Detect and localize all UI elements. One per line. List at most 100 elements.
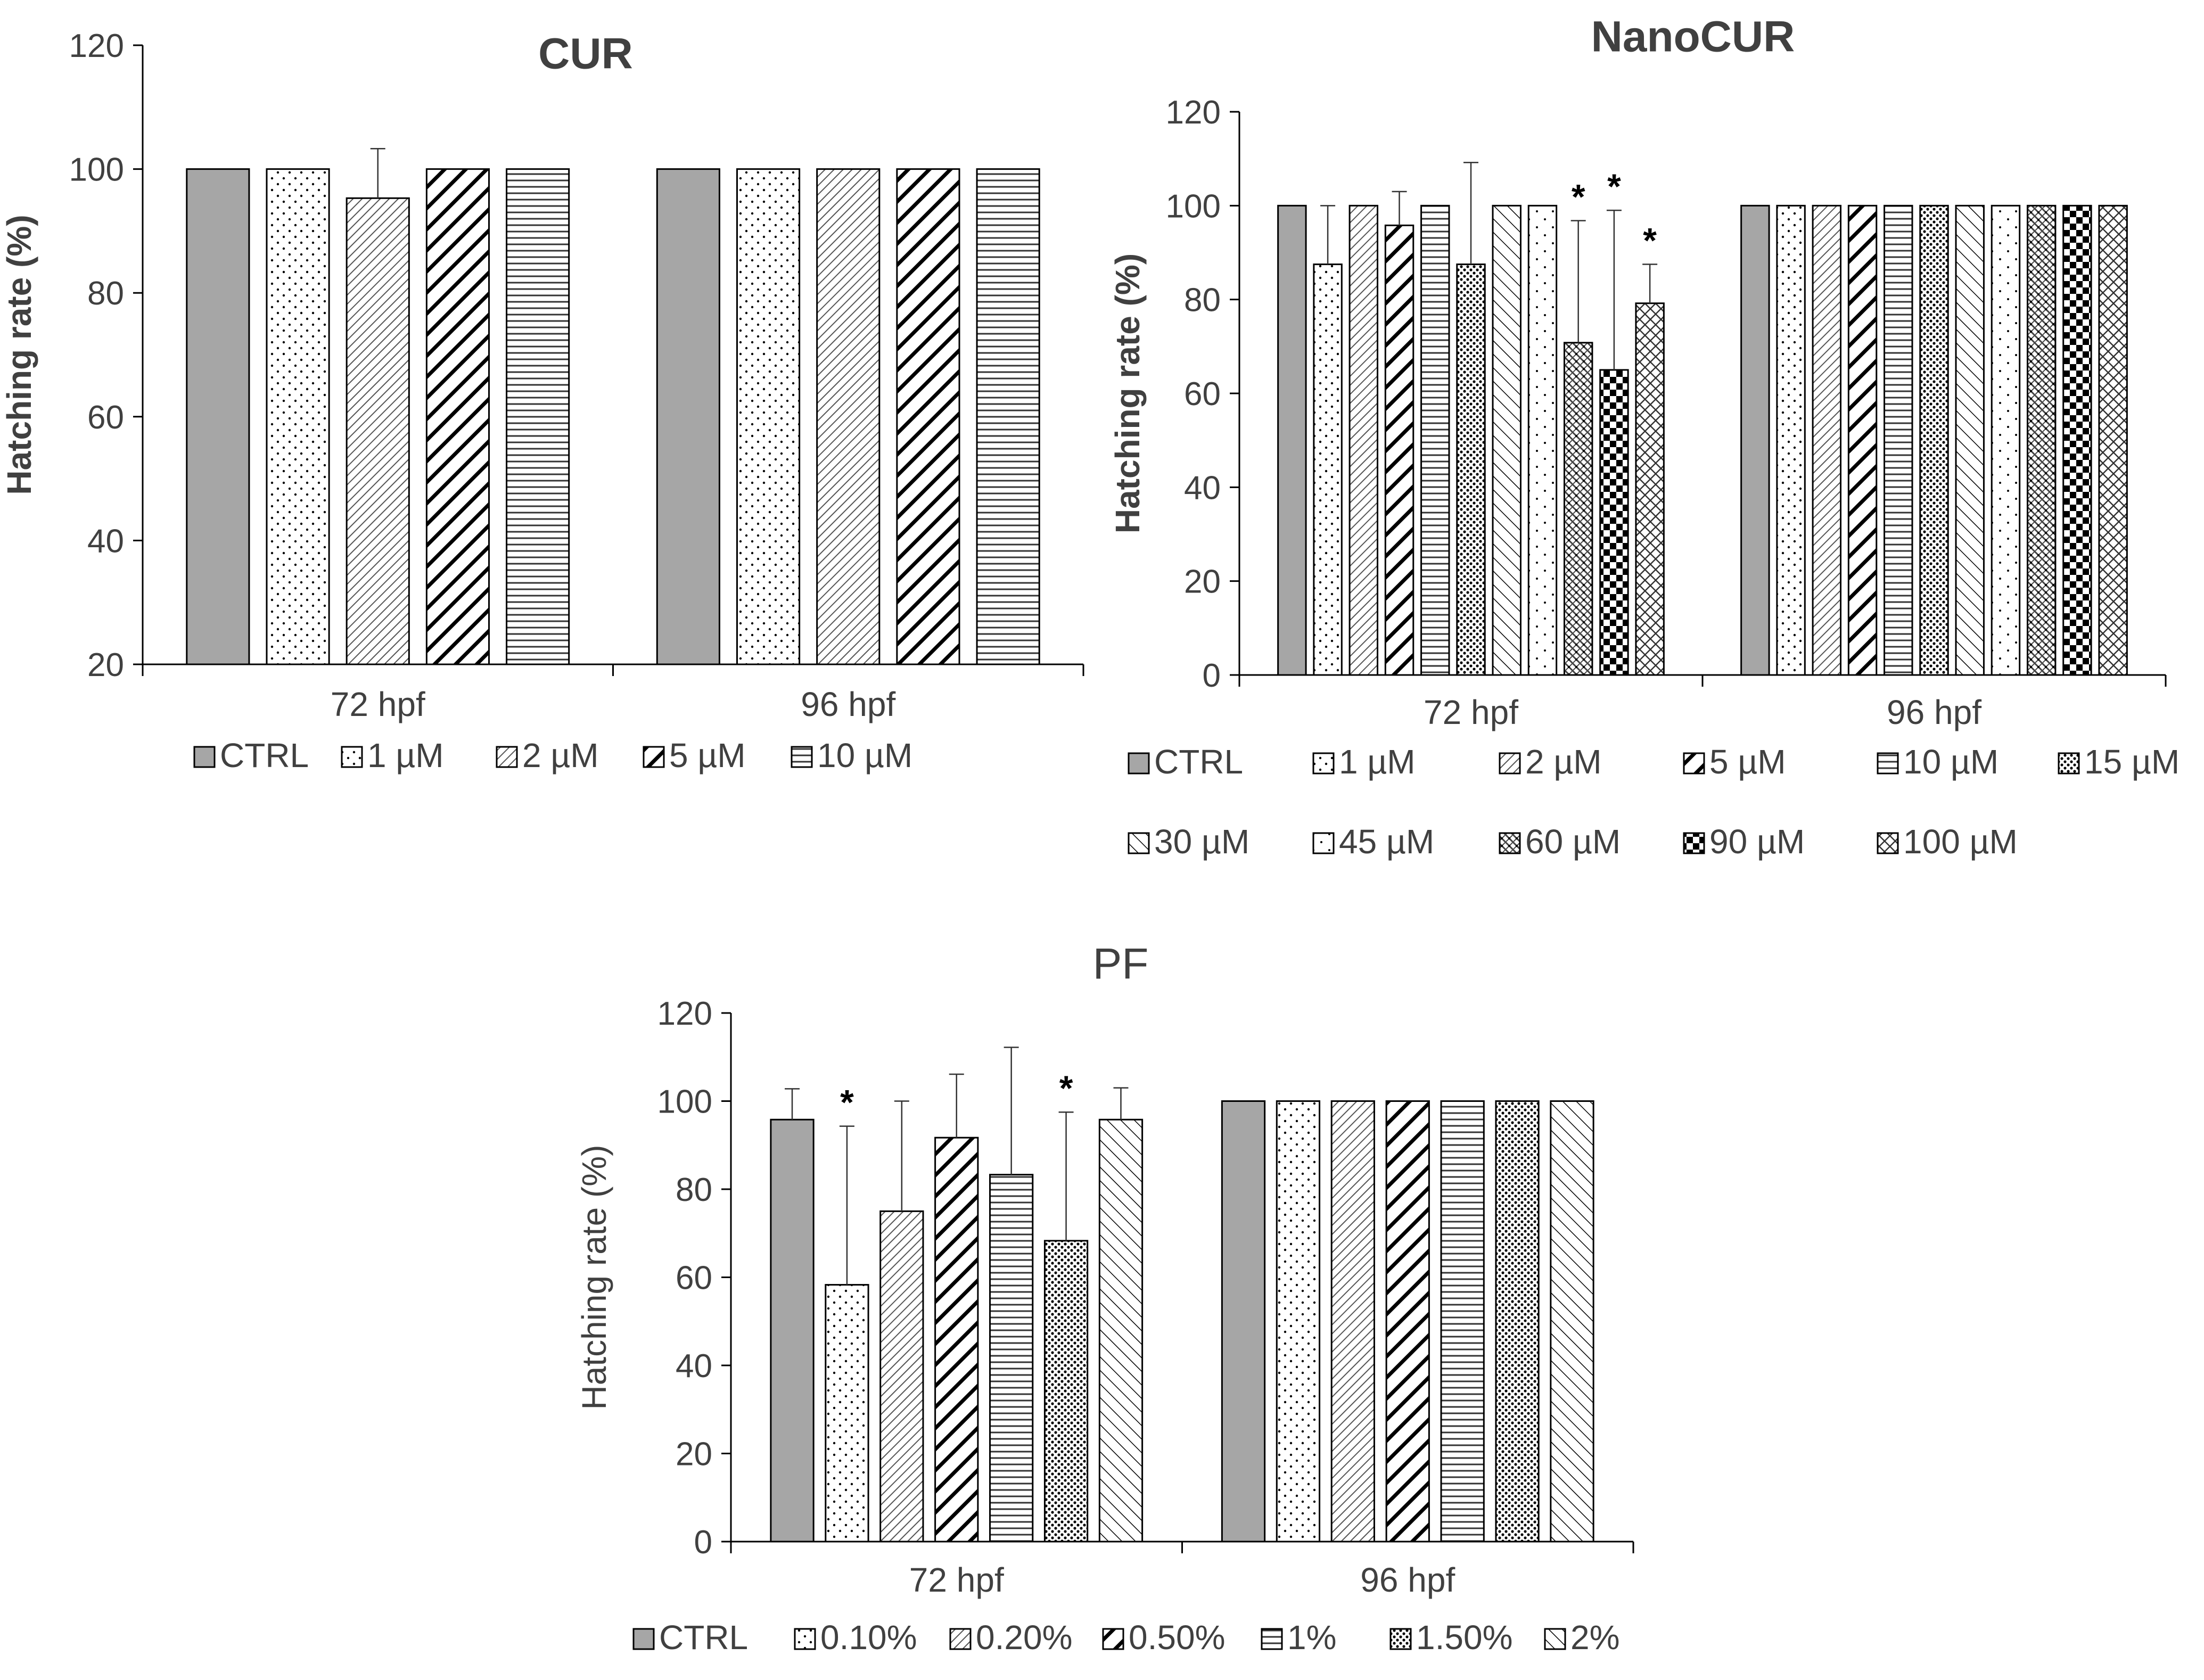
y-tick-label: 20 bbox=[87, 647, 124, 683]
chart-cur: CUR 20 40 60 80 100 120 Hatching rate (%) 72 hpf… bbox=[0, 28, 1084, 775]
bar-pf-6-0 bbox=[1098, 1118, 1144, 1543]
bar-pf-0-1 bbox=[1221, 1100, 1266, 1543]
legend-swatch bbox=[791, 746, 813, 768]
bar-nanocur-3-0 bbox=[1384, 224, 1414, 676]
bar-cur-4-1 bbox=[976, 168, 1040, 665]
bar-pf-1-1 bbox=[1276, 1100, 1321, 1543]
bar-nanocur-3-1 bbox=[1847, 204, 1878, 676]
bar-cur-0-1 bbox=[656, 168, 720, 665]
y-axis-label: Hatching rate (%) bbox=[575, 1145, 613, 1410]
bar-nanocur-5-0 bbox=[1456, 263, 1486, 676]
legend-label: 15 µM bbox=[2084, 743, 2180, 781]
legend-label: 0.20% bbox=[976, 1618, 1072, 1657]
bar-pf-6-1 bbox=[1550, 1100, 1594, 1543]
y-tick-label: 80 bbox=[1184, 282, 1221, 319]
legend-swatch bbox=[496, 746, 518, 768]
legend-label: 0.10% bbox=[820, 1618, 917, 1657]
y-tick-label: 60 bbox=[1184, 376, 1221, 413]
bar-pf-2-1 bbox=[1330, 1100, 1375, 1543]
legend-swatch bbox=[794, 1628, 816, 1650]
x-group-label: 96 hpf bbox=[801, 685, 895, 723]
y-tick-label: 80 bbox=[87, 275, 124, 312]
chart-nanocur: NanoCUR 0 20 40 60 80 100 120 Hatching rate (%) 7… bbox=[1108, 13, 2180, 861]
y-tick-label: 0 bbox=[694, 1524, 712, 1561]
y-tick-label: 100 bbox=[657, 1084, 712, 1121]
bar-nanocur-8-0 bbox=[1563, 342, 1593, 676]
significance-marker: * bbox=[840, 1083, 854, 1122]
bar-nanocur-0-0 bbox=[1277, 204, 1307, 676]
legend-swatch bbox=[1683, 752, 1705, 775]
significance-marker: * bbox=[1607, 167, 1621, 206]
y-tick-label: 40 bbox=[1184, 470, 1221, 506]
chart-title: NanoCUR bbox=[1591, 13, 1795, 61]
bar-pf-3-0 bbox=[934, 1137, 979, 1543]
legend-label: CTRL bbox=[1154, 743, 1243, 781]
bar-pf-4-0 bbox=[989, 1174, 1034, 1543]
legend-swatch bbox=[1389, 1628, 1412, 1650]
y-tick-label: 120 bbox=[1166, 94, 1221, 131]
bar-nanocur-0-1 bbox=[1740, 204, 1770, 676]
bar-pf-2-0 bbox=[879, 1210, 924, 1543]
bar-cur-0-0 bbox=[186, 168, 250, 665]
legend-label: 60 µM bbox=[1525, 822, 1621, 861]
bar-pf-1-0 bbox=[825, 1284, 869, 1543]
y-tick-label: 20 bbox=[676, 1436, 712, 1473]
legend-label: 5 µM bbox=[669, 736, 746, 775]
x-group-label: 72 hpf bbox=[331, 685, 425, 723]
legend-label: 1 µM bbox=[1339, 743, 1416, 781]
bar-nanocur-6-0 bbox=[1492, 204, 1522, 676]
legend-swatch bbox=[1499, 752, 1521, 775]
legend-swatch bbox=[1499, 832, 1521, 854]
bar-nanocur-10-0 bbox=[1635, 302, 1665, 676]
legend-label: 2 µM bbox=[1525, 743, 1602, 781]
y-tick-label: 100 bbox=[1166, 188, 1221, 225]
legend-label: 100 µM bbox=[1903, 822, 2018, 861]
legend-swatch bbox=[193, 746, 216, 768]
legend-label: 90 µM bbox=[1709, 822, 1805, 861]
legend-swatch bbox=[341, 746, 363, 768]
x-group-label: 72 hpf bbox=[1424, 693, 1518, 731]
significance-marker: * bbox=[1572, 177, 1585, 217]
bar-cur-2-1 bbox=[816, 168, 881, 665]
bar-nanocur-6-1 bbox=[1955, 204, 1985, 676]
legend-swatch bbox=[1312, 752, 1335, 775]
y-tick-label: 0 bbox=[1203, 657, 1221, 694]
legend-label: 10 µM bbox=[1903, 743, 1999, 781]
legend-label: 30 µM bbox=[1154, 822, 1249, 861]
legend-swatch bbox=[1877, 752, 1899, 775]
bar-nanocur-9-1 bbox=[2062, 204, 2092, 676]
x-group-label: 96 hpf bbox=[1887, 693, 1981, 731]
legend-swatch bbox=[1312, 832, 1335, 854]
legend-swatch bbox=[949, 1628, 972, 1650]
legend-label: 2 µM bbox=[522, 736, 599, 775]
y-axis-label: Hatching rate (%) bbox=[1108, 253, 1147, 533]
bar-pf-0-0 bbox=[770, 1118, 815, 1543]
legend-swatch bbox=[1128, 832, 1150, 854]
legend-label: 0.50% bbox=[1129, 1618, 1225, 1657]
bar-cur-1-1 bbox=[736, 168, 801, 665]
bar-nanocur-9-0 bbox=[1599, 369, 1629, 676]
y-tick-label: 60 bbox=[676, 1260, 712, 1297]
legend-label: CTRL bbox=[220, 736, 309, 775]
bar-nanocur-7-0 bbox=[1527, 204, 1558, 676]
bar-nanocur-1-0 bbox=[1313, 263, 1343, 676]
y-tick-label: 80 bbox=[676, 1172, 712, 1208]
legend-label: 1 µM bbox=[367, 736, 444, 775]
legend-swatch bbox=[1683, 832, 1705, 854]
bar-nanocur-1-1 bbox=[1776, 204, 1806, 676]
chart-title: PF bbox=[1093, 940, 1149, 989]
legend-label: 5 µM bbox=[1709, 743, 1786, 781]
y-tick-label: 120 bbox=[69, 28, 124, 64]
chart-pf: PF 0 20 40 60 80 100 120 Hatching rate (%) 72 hpf… bbox=[575, 940, 1634, 1657]
bar-cur-2-0 bbox=[346, 197, 410, 665]
bar-nanocur-7-1 bbox=[1991, 204, 2021, 676]
legend-swatch bbox=[1877, 832, 1899, 854]
legend-label: 45 µM bbox=[1339, 822, 1434, 861]
bar-pf-5-1 bbox=[1495, 1100, 1540, 1543]
bar-nanocur-4-0 bbox=[1420, 204, 1450, 676]
x-group-label: 96 hpf bbox=[1360, 1561, 1455, 1599]
y-tick-label: 60 bbox=[87, 399, 124, 436]
bar-nanocur-4-1 bbox=[1884, 204, 1913, 676]
x-group-label: 72 hpf bbox=[909, 1561, 1004, 1599]
